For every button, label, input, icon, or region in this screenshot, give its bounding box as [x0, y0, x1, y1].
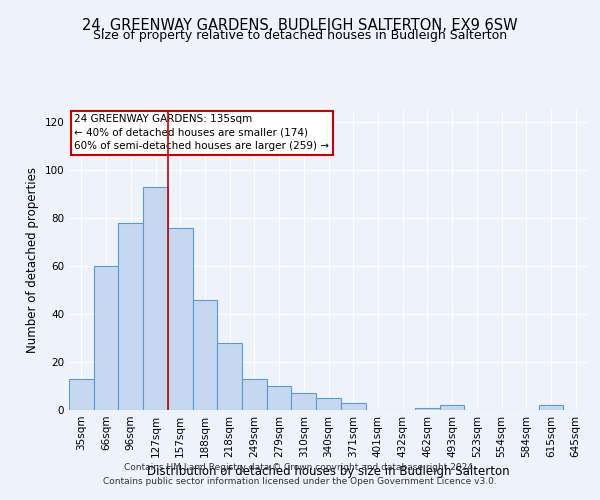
Bar	[440, 405, 464, 410]
Bar	[217, 343, 242, 410]
Bar	[242, 379, 267, 410]
X-axis label: Distribution of detached houses by size in Budleigh Salterton: Distribution of detached houses by size …	[147, 466, 510, 478]
Bar	[292, 393, 316, 410]
Bar	[267, 386, 292, 410]
Bar	[539, 405, 563, 410]
Bar	[193, 300, 217, 410]
Bar	[69, 379, 94, 410]
Bar	[118, 223, 143, 410]
Text: Contains HM Land Registry data © Crown copyright and database right 2024.: Contains HM Land Registry data © Crown c…	[124, 464, 476, 472]
Text: 24, GREENWAY GARDENS, BUDLEIGH SALTERTON, EX9 6SW: 24, GREENWAY GARDENS, BUDLEIGH SALTERTON…	[82, 18, 518, 32]
Bar	[415, 408, 440, 410]
Bar	[94, 266, 118, 410]
Text: 24 GREENWAY GARDENS: 135sqm
← 40% of detached houses are smaller (174)
60% of se: 24 GREENWAY GARDENS: 135sqm ← 40% of det…	[74, 114, 329, 151]
Bar	[168, 228, 193, 410]
Bar	[341, 403, 365, 410]
Bar	[143, 187, 168, 410]
Bar	[316, 398, 341, 410]
Y-axis label: Number of detached properties: Number of detached properties	[26, 167, 39, 353]
Text: Contains public sector information licensed under the Open Government Licence v3: Contains public sector information licen…	[103, 477, 497, 486]
Text: Size of property relative to detached houses in Budleigh Salterton: Size of property relative to detached ho…	[93, 29, 507, 42]
